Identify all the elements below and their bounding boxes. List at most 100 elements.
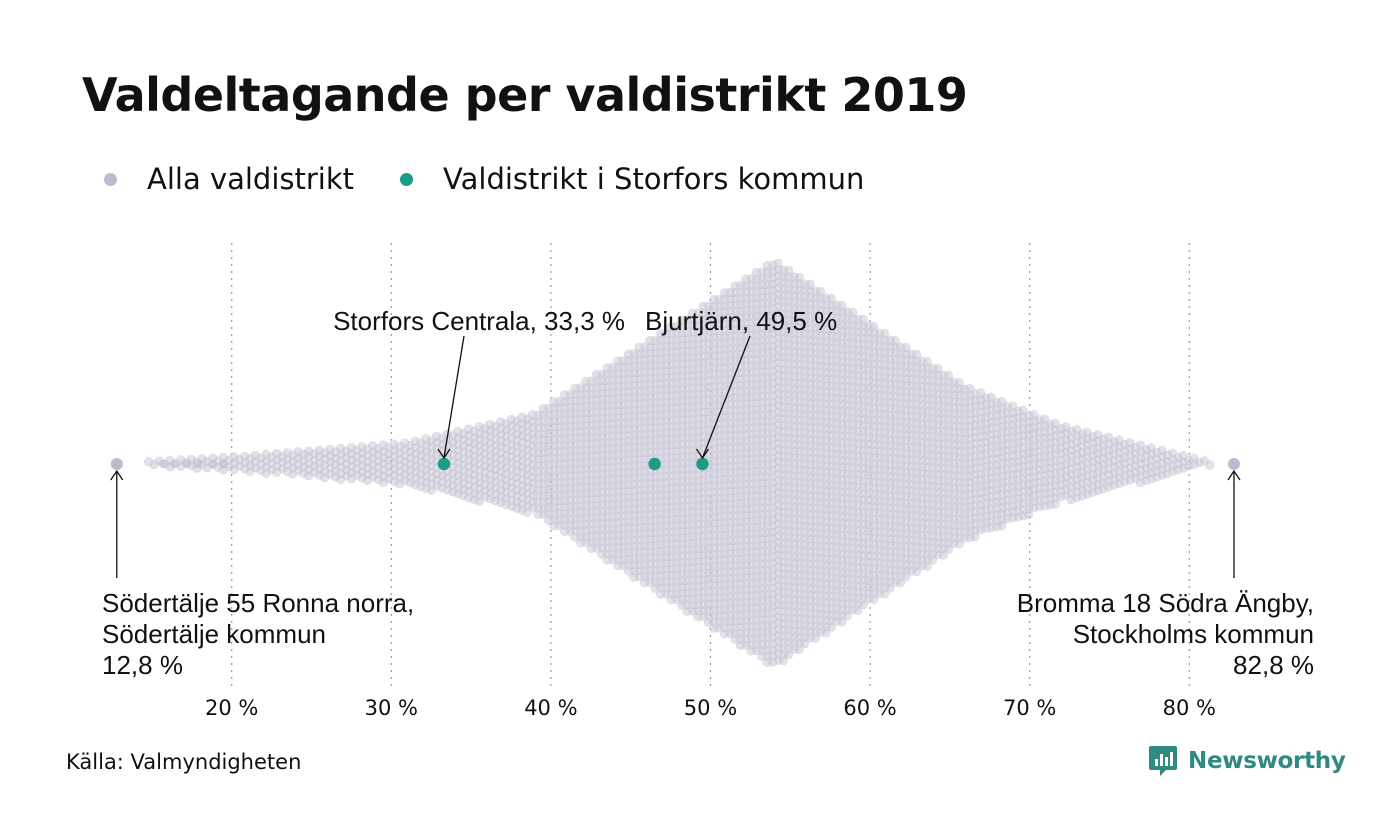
swarm-dot (325, 469, 335, 479)
legend-item-all: Alla valdistrikt (104, 162, 354, 196)
swarm-dot (570, 532, 580, 542)
swarm-dot (309, 467, 319, 477)
storfors-point (696, 457, 709, 471)
swarm-dot (357, 473, 367, 483)
swarm-dot (208, 459, 218, 469)
swarm-dot (320, 473, 330, 483)
swarm-dot (997, 520, 1007, 531)
swarm-dot (666, 595, 676, 605)
extreme-point (110, 458, 123, 470)
dot-layer (110, 258, 1240, 668)
swarm-dot (559, 526, 570, 537)
swarm-dot (169, 459, 179, 469)
swarm-dot (261, 468, 271, 478)
x-tick-label: 40 % (524, 696, 577, 720)
x-tick-label: 30 % (365, 696, 418, 720)
swarm-dot (336, 474, 346, 485)
legend-item-storfors: Valdistrikt i Storfors kommun (400, 162, 864, 196)
swarm-dot (266, 465, 276, 475)
annotation-label: Södertälje kommun (102, 619, 326, 649)
swarm-dot (149, 459, 159, 470)
swarm-dot (634, 572, 644, 582)
beeswarm-chart: Storfors Centrala, 33,3 % Bjurtjärn, 49,5… (102, 243, 1314, 720)
swarm-dot (193, 459, 203, 469)
swarm-dot (282, 466, 292, 477)
swarm-dot (234, 461, 244, 471)
x-axis-ticks: 20 % 30 % 40 % 50 % 60 % 70 % 80 % (205, 696, 1216, 720)
chart-title: Valdeltagande per valdistrikt 2019 (82, 68, 968, 122)
brand-logo: Newsworthy (1148, 744, 1346, 778)
storfors-point (648, 457, 661, 471)
swarm-dot (181, 458, 191, 468)
annotation-label: Bromma 18 Södra Ängby, (1017, 588, 1314, 618)
x-tick-label: 70 % (1003, 696, 1056, 720)
swarm-dot (224, 461, 234, 472)
swarm-dot (378, 477, 388, 487)
swarm-dot (368, 472, 378, 482)
legend-label-all: Alla valdistrikt (147, 162, 355, 196)
swarm-dot (341, 471, 351, 481)
swarm-dot (170, 458, 180, 468)
swarm-dot (575, 538, 586, 548)
legend-marker-storfors (400, 172, 414, 186)
x-tick-label: 80 % (1163, 696, 1216, 720)
swarm-dot (229, 464, 239, 474)
swarm-dot (362, 475, 372, 486)
swarm-dot (197, 460, 207, 470)
swarm-dot (394, 479, 404, 489)
legend-marker-all (104, 172, 117, 186)
swarm-dot (613, 560, 623, 571)
swarm-dot (639, 577, 650, 588)
swarm-dot (202, 463, 212, 473)
x-tick-label: 20 % (205, 696, 258, 720)
swarm-dot (554, 520, 564, 531)
swarm-dot (607, 555, 618, 565)
swarm-dot (591, 543, 602, 553)
swarm-dot (1205, 460, 1215, 470)
grid-lines (231, 243, 1190, 690)
swarm-dot (527, 503, 538, 513)
swarm-dot (218, 465, 228, 475)
swarm-dot (250, 463, 260, 473)
swarm-dot (645, 577, 655, 587)
swarm-dot (623, 566, 634, 576)
swarm-dot (158, 459, 168, 469)
swarm-dot (304, 471, 314, 481)
annotation-label: 82,8 % (1233, 650, 1314, 680)
swarm-dot (144, 457, 154, 467)
swarm-dot (186, 460, 196, 471)
swarm-dot (661, 589, 671, 599)
swarm-dot (213, 462, 223, 472)
legend-label-storfors: Valdistrikt i Storfors kommun (443, 162, 865, 196)
swarm-dot (597, 549, 607, 559)
swarm-dot (1023, 510, 1034, 520)
swarm-dot (288, 469, 298, 479)
source-note: Källa: Valmyndigheten (66, 750, 302, 774)
swarm-dot (330, 472, 340, 482)
swarm-dot (165, 462, 175, 472)
swarm-dot (256, 465, 266, 476)
annotation-label: 12,8 % (102, 650, 183, 680)
swarm-dot (176, 461, 186, 471)
swarm-dot (208, 459, 217, 469)
swarm-dot (629, 572, 639, 582)
swarm-dot (1050, 499, 1060, 509)
swarm-dot (346, 474, 356, 484)
swarm-dot (543, 515, 554, 525)
swarm-dot (655, 589, 666, 599)
swarm-dot (389, 476, 399, 486)
swarm-dot (293, 465, 303, 476)
swarm-dot (970, 531, 980, 542)
swarm-dot (352, 470, 362, 480)
swarm-dot (298, 468, 308, 478)
swarm-dot (650, 583, 660, 593)
swarm-dot (277, 464, 287, 474)
x-tick-label: 50 % (684, 696, 737, 720)
swarm-dot (549, 521, 559, 531)
swarm-dot (533, 509, 543, 520)
swarm-dot (602, 555, 612, 565)
swarm-dot (314, 470, 324, 480)
extreme-point (1227, 458, 1240, 470)
annotation-label: Södertälje 55 Ronna norra, (102, 588, 414, 618)
swarm-dot (219, 459, 228, 469)
